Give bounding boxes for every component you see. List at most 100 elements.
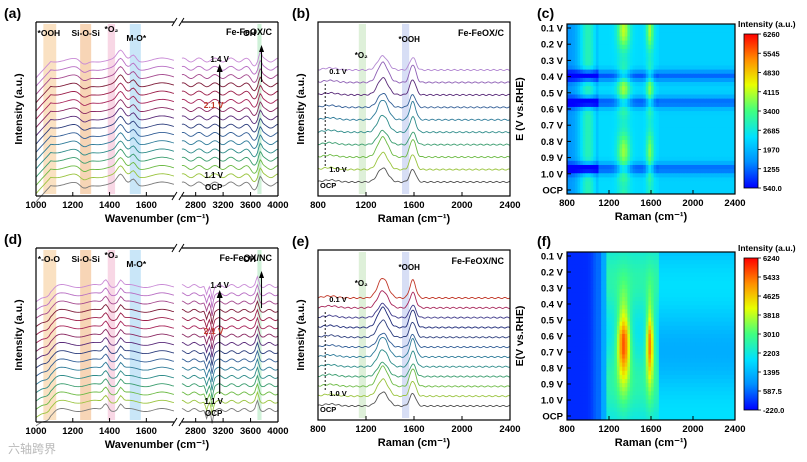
heat-cell: [569, 252, 573, 257]
heat-cell: [693, 169, 697, 174]
heat-cell: [719, 379, 723, 384]
heat-cell: [569, 317, 573, 323]
heat-cell: [593, 156, 597, 162]
heat-cell: [721, 272, 725, 277]
heat-cell: [582, 48, 586, 54]
heat-cell: [574, 135, 578, 141]
heat-cell: [711, 156, 715, 162]
heat-cell: [601, 53, 605, 58]
heat-cell: [664, 156, 668, 162]
heat-cell: [627, 102, 631, 108]
heat-cell: [682, 264, 686, 269]
heat-cell: [593, 90, 597, 95]
heat-cell: [695, 69, 699, 75]
heat-cell: [669, 181, 673, 187]
heat-cell: [703, 127, 707, 133]
band-label-0: *-O-O: [38, 254, 61, 264]
heat-cell: [572, 102, 576, 108]
heat-cell: [716, 115, 720, 120]
heat-cell: [624, 342, 628, 347]
heat-cell: [624, 370, 628, 376]
heat-cell: [588, 24, 592, 29]
heat-cell: [572, 164, 576, 170]
heat-cell: [598, 374, 602, 380]
heat-cell: [661, 164, 665, 170]
heat-cell: [637, 342, 641, 347]
heat-cell: [714, 338, 718, 343]
heat-cell: [703, 160, 707, 166]
heat-cell: [714, 280, 718, 286]
heat-cell: [588, 48, 592, 54]
heat-cell: [664, 73, 668, 79]
heat-cell: [724, 28, 728, 33]
heat-cell: [619, 36, 623, 41]
heat-cell: [719, 173, 723, 178]
heat-cell: [716, 140, 720, 145]
xtick-label-4: 2800: [185, 200, 206, 211]
heat-cell: [674, 313, 678, 318]
heat-cell: [645, 370, 649, 376]
heat-cell: [698, 374, 702, 380]
heat-cell: [714, 268, 718, 273]
heat-cell: [729, 156, 733, 162]
heat-cell: [698, 325, 702, 331]
heat-cell: [682, 272, 686, 277]
heat-cell: [577, 321, 581, 327]
heat-cell: [682, 268, 686, 273]
heat-cell: [685, 106, 689, 112]
heat-cell: [580, 111, 584, 116]
heat-cell: [606, 102, 610, 108]
heat-cell: [648, 65, 652, 71]
heat-cell: [724, 94, 728, 100]
heat-cell: [711, 338, 715, 343]
heat-cell: [729, 338, 733, 343]
heat-cell: [585, 65, 589, 71]
heat-cell: [682, 297, 686, 302]
heat-cell: [630, 292, 634, 298]
heat-cell: [598, 28, 602, 33]
heat-cell: [727, 379, 731, 384]
heat-cell: [616, 252, 620, 257]
heat-cell: [590, 173, 594, 178]
heat-cell: [645, 73, 649, 79]
heat-cell: [574, 160, 578, 166]
heat-cell: [619, 321, 623, 327]
heat-cell: [661, 36, 665, 41]
heat-cell: [611, 358, 615, 364]
heat-cell: [585, 260, 589, 265]
heat-cell: [637, 40, 641, 46]
heat-cell: [656, 338, 660, 343]
heat-cell: [690, 309, 694, 314]
heat-cell: [622, 317, 626, 323]
heat-cell: [582, 272, 586, 277]
heat-cell: [603, 53, 607, 58]
heat-cell: [601, 90, 605, 95]
heat-cell: [609, 383, 613, 388]
heat-cell: [635, 325, 639, 331]
heat-cell: [651, 53, 655, 58]
heat-cell: [603, 127, 607, 133]
heat-cell: [585, 366, 589, 372]
heat-cell: [619, 115, 623, 120]
heat-cell: [632, 28, 636, 33]
heat-cell: [574, 36, 578, 41]
heat-cell: [714, 317, 718, 323]
heat-cell: [682, 333, 686, 339]
heat-cell: [706, 40, 710, 46]
heat-cell: [653, 48, 657, 54]
heat-cell: [630, 164, 634, 170]
heat-cell: [648, 32, 652, 37]
heat-cell: [700, 362, 704, 368]
heat-cell: [580, 32, 584, 37]
heat-cell: [569, 354, 573, 359]
heat-cell: [593, 24, 597, 29]
heat-cell: [727, 181, 731, 187]
heat-cell: [569, 86, 573, 91]
heat-cell: [643, 272, 647, 277]
heat-cell: [687, 123, 691, 129]
heat-cell: [661, 98, 665, 104]
heat-cell: [637, 292, 641, 298]
heat-cell: [582, 135, 586, 141]
heat-cell: [648, 73, 652, 79]
heat-cell: [627, 40, 631, 46]
